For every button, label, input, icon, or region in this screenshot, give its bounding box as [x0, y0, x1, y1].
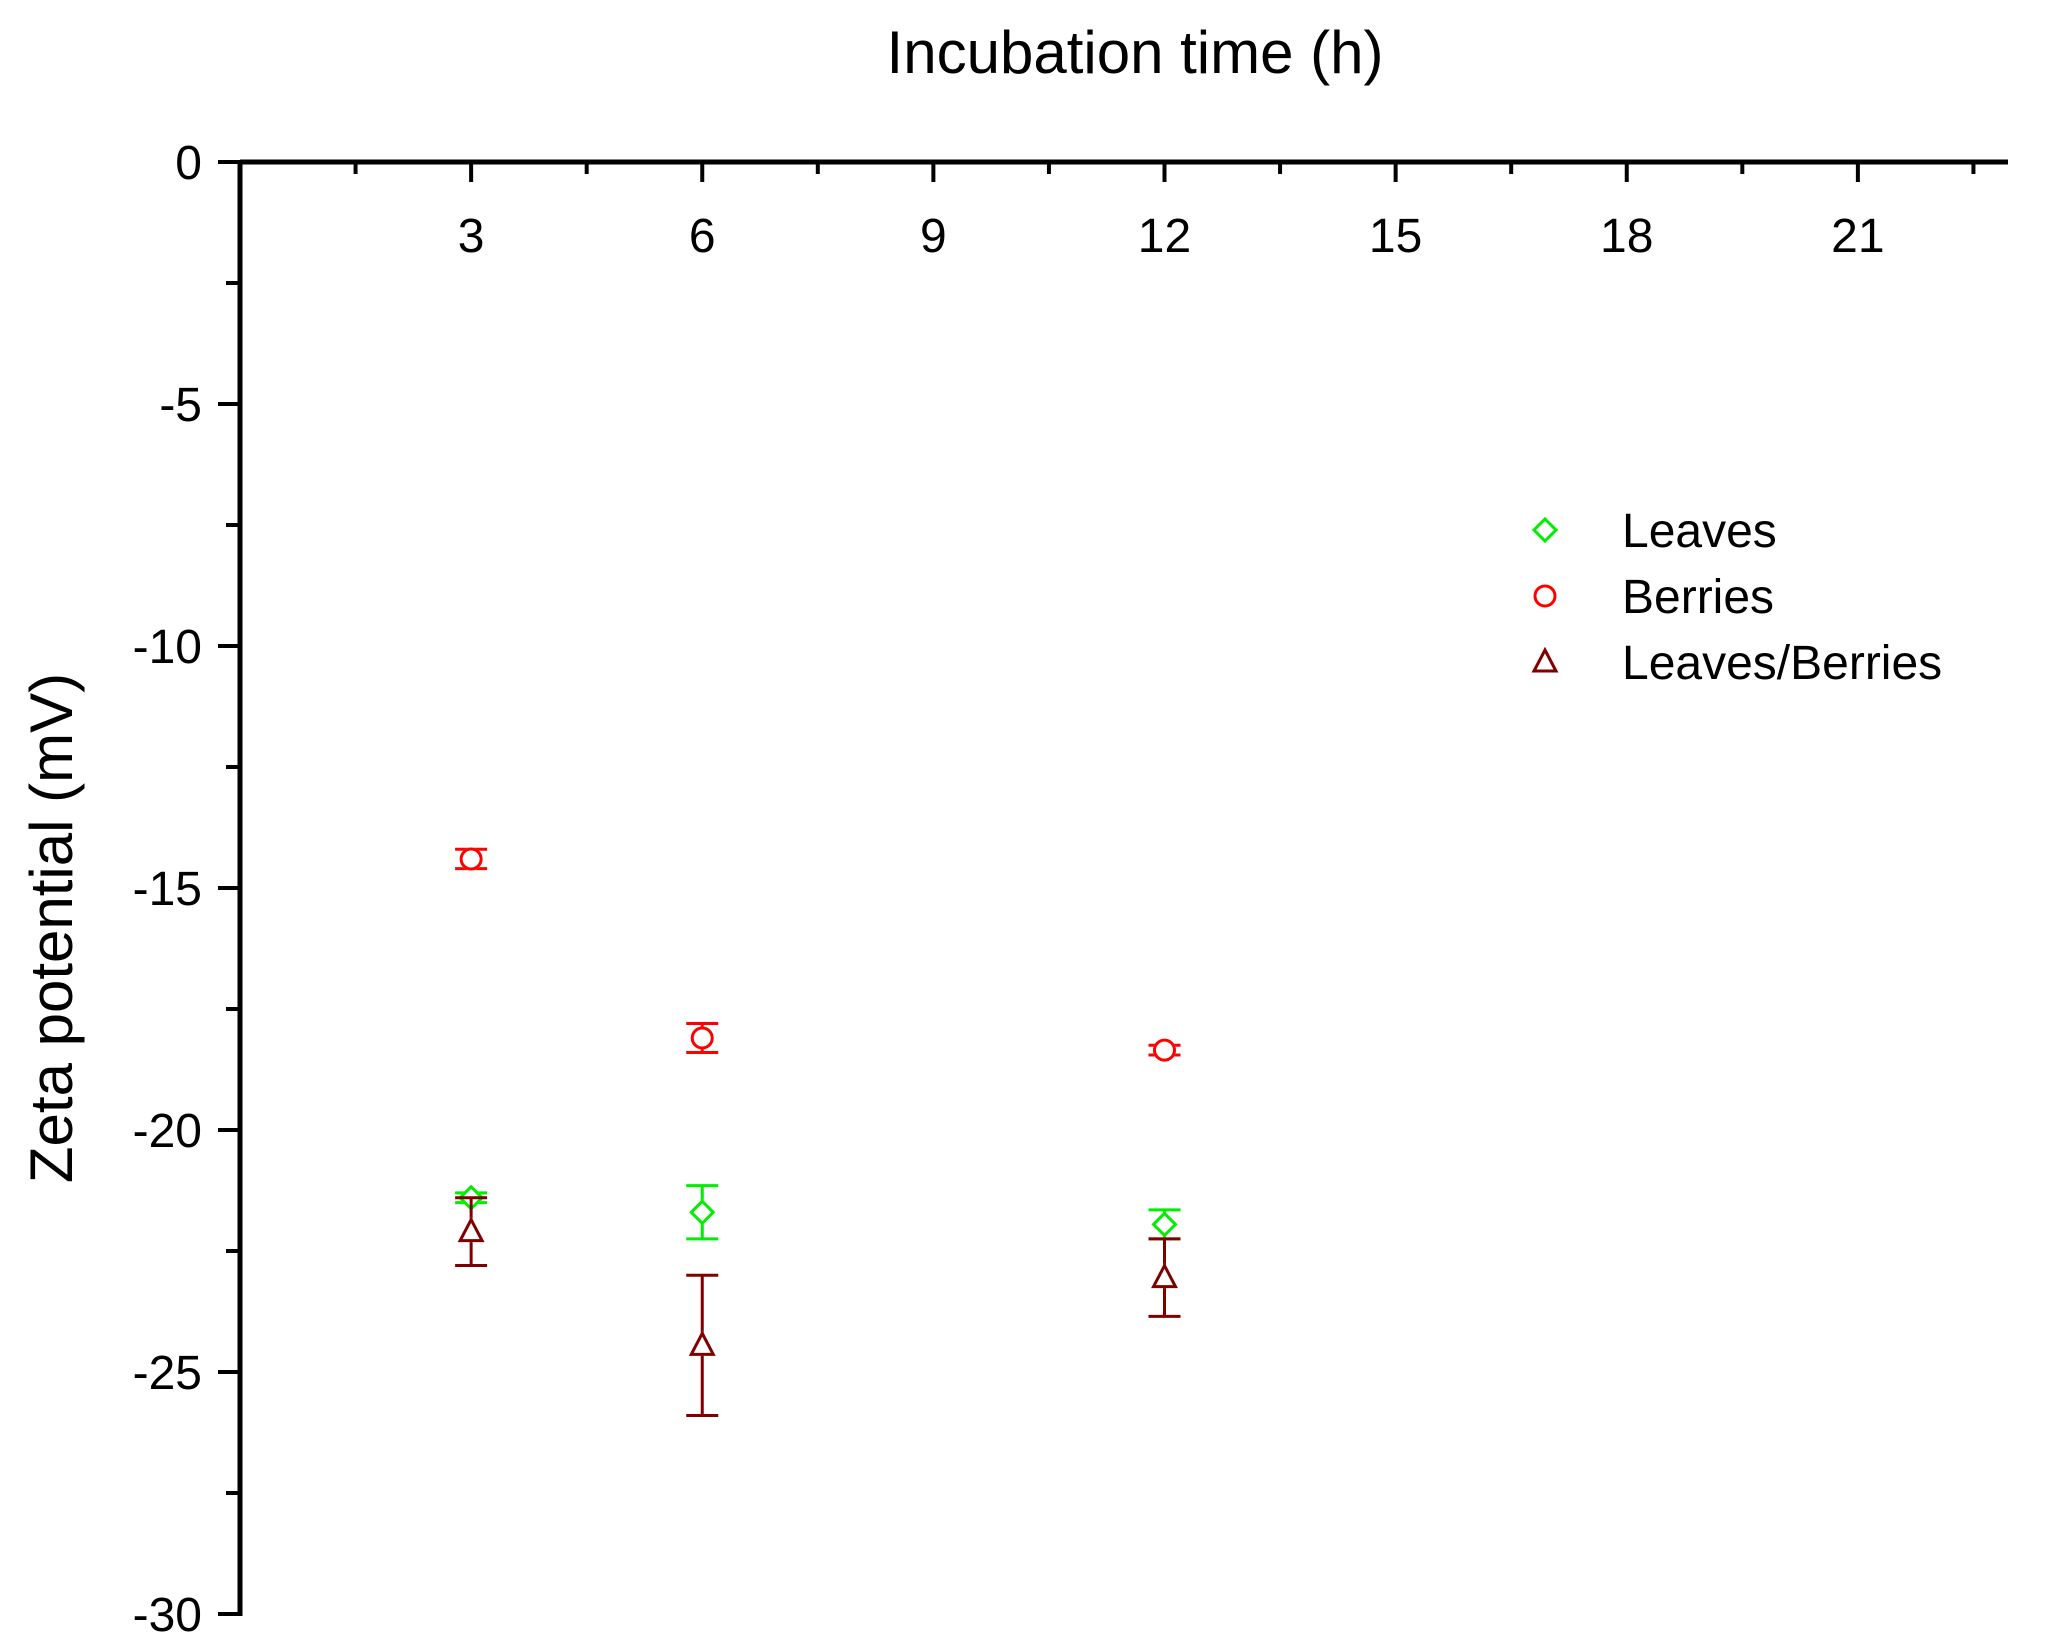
- data-point: [459, 847, 483, 871]
- series-leaves: [455, 1184, 1181, 1241]
- data-point: [1153, 1038, 1176, 1062]
- data-point: [690, 1026, 714, 1050]
- legend-symbol: [1531, 516, 1559, 544]
- data-point: [689, 1199, 716, 1226]
- data-point: [457, 1216, 485, 1243]
- data-point: [1151, 1262, 1178, 1289]
- y-tick-label: -15: [133, 863, 202, 916]
- x-tick-label: 6: [689, 210, 716, 263]
- y-tick-label: -5: [159, 379, 202, 432]
- series-berries: [455, 847, 1181, 1062]
- legend-label: Leaves: [1622, 505, 1777, 558]
- x-tick-label: 21: [1831, 210, 1884, 263]
- y-tick-label: -30: [133, 1589, 202, 1642]
- x-tick-label: 15: [1369, 210, 1422, 263]
- y-tick-label: -10: [133, 621, 202, 674]
- y-tick-label: -25: [133, 1347, 202, 1400]
- marker-knockout: [1151, 1211, 1178, 1238]
- series-leaves-berries: [455, 1196, 1181, 1418]
- x-tick-label: 3: [458, 210, 485, 263]
- x-tick-label: 12: [1138, 210, 1191, 263]
- legend-symbol: [1531, 646, 1559, 673]
- legend-label: Leaves/Berries: [1622, 637, 1942, 690]
- data-marks: [455, 847, 1181, 1418]
- data-point: [1151, 1211, 1178, 1238]
- axes: 36912151821240-5-10-15-20-25-30: [133, 137, 2008, 1642]
- x-tick-label: 9: [920, 210, 947, 263]
- x-tick-label: 18: [1600, 210, 1653, 263]
- y-axis-title: Zeta potential (mV): [18, 673, 85, 1183]
- legend: Leaves Berries Leaves/Berries: [1531, 505, 1942, 690]
- y-tick-label: 0: [175, 137, 202, 190]
- legend-entry-leaves: Leaves: [1531, 505, 1777, 558]
- x-axis-title: Incubation time (h): [887, 19, 1384, 86]
- legend-symbol: [1533, 584, 1557, 608]
- y-tick-label: -20: [133, 1105, 202, 1158]
- data-point: [688, 1330, 716, 1356]
- legend-entry-berries: Berries: [1533, 571, 1774, 624]
- legend-label: Berries: [1622, 571, 1774, 624]
- marker-knockout: [689, 1199, 716, 1226]
- legend-entry-leaves-berries: Leaves/Berries: [1531, 637, 1942, 690]
